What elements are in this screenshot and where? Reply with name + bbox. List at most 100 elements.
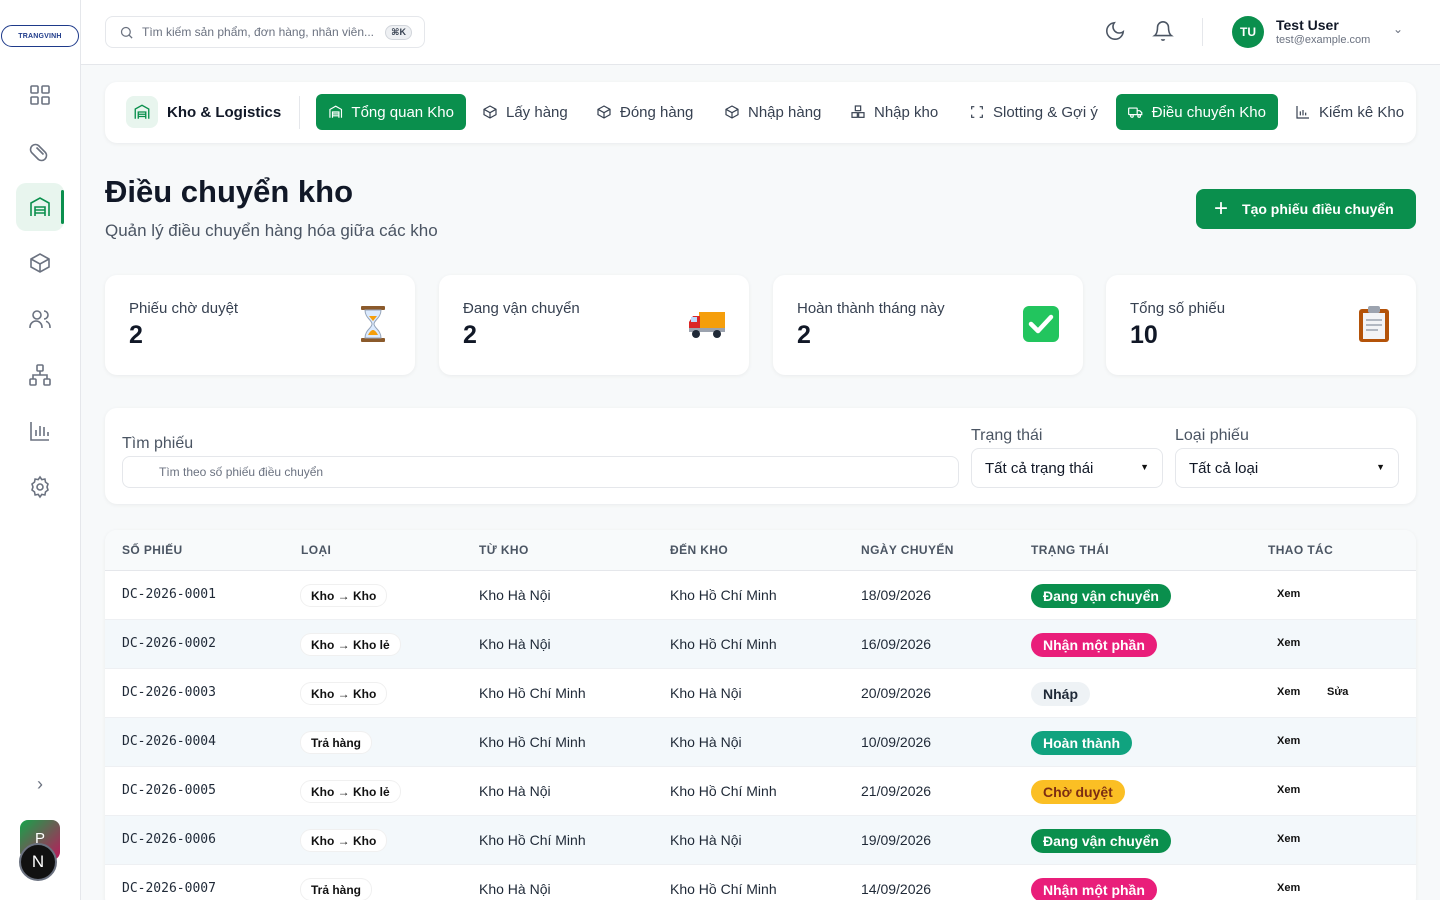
view-link[interactable]: Xem bbox=[1277, 882, 1301, 894]
truck-icon bbox=[687, 304, 727, 344]
warehouse-icon bbox=[30, 197, 50, 216]
expand-sidebar-button[interactable]: › bbox=[28, 772, 52, 796]
table-row[interactable]: DC-2026-0002 Kho → Kho lẻ Kho Hà Nội Kho Hồ… bbox=[105, 620, 1416, 669]
to-warehouse: Kho Hà Nội bbox=[670, 734, 742, 750]
status-badge: Đang vận chuyển bbox=[1031, 584, 1171, 608]
transfer-date: 19/09/2026 bbox=[861, 832, 932, 848]
transfer-code: DC-2026-0001 bbox=[122, 587, 216, 602]
create-transfer-button[interactable]: + Tạo phiếu điều chuyển bbox=[1196, 189, 1416, 229]
bell-icon bbox=[1152, 21, 1174, 41]
transfers-table: SỐ PHIẾU LOẠI TỪ KHO ĐẾN KHO NGÀY CHUYỂN… bbox=[105, 530, 1416, 900]
warehouse-icon bbox=[126, 96, 158, 128]
from-warehouse: Kho Hà Nội bbox=[479, 881, 551, 897]
table-row[interactable]: DC-2026-0007 Trả hàng Kho Hà Nội Kho Hồ Chí… bbox=[105, 865, 1416, 900]
view-link[interactable]: Xem bbox=[1277, 686, 1301, 698]
to-warehouse: Kho Hà Nội bbox=[670, 832, 742, 848]
transfer-type-badge: Kho → Kho lẻ bbox=[301, 781, 400, 802]
divider bbox=[299, 96, 300, 129]
stat-card-pending: Phiếu chờ duyệt 2 bbox=[105, 275, 415, 375]
user-avatar-small[interactable]: N bbox=[19, 843, 57, 881]
tab-label: Điều chuyển Kho bbox=[1151, 103, 1266, 121]
transfer-type-badge: Kho → Kho bbox=[301, 683, 387, 704]
shortcut-badge: ⌘K bbox=[385, 25, 412, 40]
from-warehouse: Kho Hồ Chí Minh bbox=[479, 734, 586, 750]
tab-warehouse-overview[interactable]: Tổng quan Kho bbox=[316, 94, 466, 130]
status-badge: Chờ duyệt bbox=[1031, 780, 1125, 804]
users-icon bbox=[29, 310, 51, 328]
tab-label: Slotting & Gợi ý bbox=[993, 103, 1098, 121]
theme-toggle-button[interactable] bbox=[1104, 20, 1128, 44]
create-button-label: Tạo phiếu điều chuyển bbox=[1242, 201, 1394, 217]
transfer-code: DC-2026-0003 bbox=[122, 685, 216, 700]
from-warehouse: Kho Hồ Chí Minh bbox=[479, 685, 586, 701]
column-header: TRẠNG THÁI bbox=[1031, 543, 1109, 557]
status-select[interactable]: Tất cả trạng thái ▼ bbox=[971, 448, 1163, 488]
column-header: TỪ KHO bbox=[479, 543, 529, 557]
view-link[interactable]: Xem bbox=[1277, 588, 1301, 600]
tab-receiving[interactable]: Nhập hàng bbox=[712, 94, 833, 130]
from-warehouse: Kho Hồ Chí Minh bbox=[479, 832, 586, 848]
global-search[interactable]: Tìm kiếm sản phẩm, đơn hàng, nhân viên..… bbox=[105, 16, 425, 48]
chevron-right-icon: › bbox=[37, 773, 43, 794]
column-header: ĐẾN KHO bbox=[670, 543, 729, 557]
grid-icon bbox=[30, 85, 50, 105]
stat-card-completed: Hoàn thành tháng này 2 bbox=[773, 275, 1083, 375]
user-avatar[interactable]: TU bbox=[1232, 16, 1264, 48]
stat-value: 2 bbox=[129, 321, 143, 349]
view-link[interactable]: Xem bbox=[1277, 833, 1301, 845]
transfer-date: 21/09/2026 bbox=[861, 783, 932, 799]
chevron-down-icon[interactable]: ⌄ bbox=[1393, 22, 1404, 36]
module-brand: Kho & Logistics bbox=[126, 96, 281, 128]
sidebar-item-reports[interactable] bbox=[16, 407, 64, 455]
view-link[interactable]: Xem bbox=[1277, 735, 1301, 747]
module-title: Kho & Logistics bbox=[167, 103, 282, 121]
to-warehouse: Kho Hồ Chí Minh bbox=[670, 881, 777, 897]
status-select-value: Tất cả trạng thái bbox=[985, 459, 1094, 477]
caret-down-icon: ▼ bbox=[1376, 462, 1385, 472]
stat-value: 2 bbox=[797, 321, 811, 349]
gear-icon bbox=[31, 475, 49, 499]
transfer-date: 16/09/2026 bbox=[861, 636, 932, 652]
table-row[interactable]: DC-2026-0001 Kho → Kho Kho Hà Nội Kho Hồ Ch… bbox=[105, 571, 1416, 620]
tab-warehouse-transfer[interactable]: Điều chuyển Kho bbox=[1116, 94, 1278, 130]
company-logo[interactable]: TRANGVINH bbox=[1, 25, 79, 47]
view-link[interactable]: Xem bbox=[1277, 637, 1301, 649]
sidebar-item-products[interactable] bbox=[16, 239, 64, 287]
sidebar-item-warehouse[interactable] bbox=[16, 183, 64, 231]
sidebar-item-pharmacy[interactable] bbox=[16, 127, 64, 175]
check-mark-icon bbox=[1021, 304, 1061, 344]
stat-label: Tổng số phiếu bbox=[1130, 300, 1226, 317]
bar-chart-icon bbox=[1296, 106, 1309, 119]
transfer-search-input[interactable]: Tìm theo số phiếu điều chuyển bbox=[122, 456, 959, 488]
tab-picking[interactable]: Lấy hàng bbox=[470, 94, 580, 130]
sidebar-item-dashboard[interactable] bbox=[16, 71, 64, 119]
truck-icon bbox=[1128, 107, 1143, 118]
edit-link[interactable]: Sửa bbox=[1327, 686, 1349, 698]
search-icon bbox=[120, 26, 133, 39]
view-link[interactable]: Xem bbox=[1277, 784, 1301, 796]
table-row[interactable]: DC-2026-0004 Trả hàng Kho Hồ Chí Minh Kho H… bbox=[105, 718, 1416, 767]
table-header: SỐ PHIẾU LOẠI TỪ KHO ĐẾN KHO NGÀY CHUYỂN… bbox=[105, 530, 1416, 571]
search-input[interactable]: Tìm kiếm sản phẩm, đơn hàng, nhân viên..… bbox=[142, 25, 374, 39]
type-select-value: Tất cả loại bbox=[1189, 459, 1259, 477]
notifications-button[interactable] bbox=[1152, 20, 1176, 44]
table-row[interactable]: DC-2026-0006 Kho → Kho Kho Hồ Chí Minh Kho … bbox=[105, 816, 1416, 865]
type-select[interactable]: Tất cả loại ▼ bbox=[1175, 448, 1399, 488]
from-warehouse: Kho Hà Nội bbox=[479, 587, 551, 603]
sidebar-item-users[interactable] bbox=[16, 295, 64, 343]
from-warehouse: Kho Hà Nội bbox=[479, 636, 551, 652]
transfer-code: DC-2026-0004 bbox=[122, 734, 216, 749]
transfer-type-badge: Kho → Kho lẻ bbox=[301, 634, 400, 655]
sidebar-item-organization[interactable] bbox=[16, 351, 64, 399]
tab-slotting[interactable]: Slotting & Gợi ý bbox=[957, 94, 1110, 130]
table-row[interactable]: DC-2026-0003 Kho → Kho Kho Hồ Chí Minh Kho … bbox=[105, 669, 1416, 718]
tab-packing[interactable]: Đóng hàng bbox=[584, 94, 705, 130]
boxes-icon bbox=[851, 105, 865, 118]
stat-card-total: Tổng số phiếu 10 bbox=[1106, 275, 1416, 375]
tab-putaway[interactable]: Nhập kho bbox=[838, 94, 950, 130]
user-name[interactable]: Test User bbox=[1276, 17, 1339, 33]
tab-stocktake[interactable]: Kiểm kê Kho bbox=[1283, 94, 1416, 130]
sidebar-item-settings[interactable] bbox=[16, 463, 64, 511]
transfer-code: DC-2026-0002 bbox=[122, 636, 216, 651]
table-row[interactable]: DC-2026-0005 Kho → Kho lẻ Kho Hà Nội Kho Hồ… bbox=[105, 767, 1416, 816]
